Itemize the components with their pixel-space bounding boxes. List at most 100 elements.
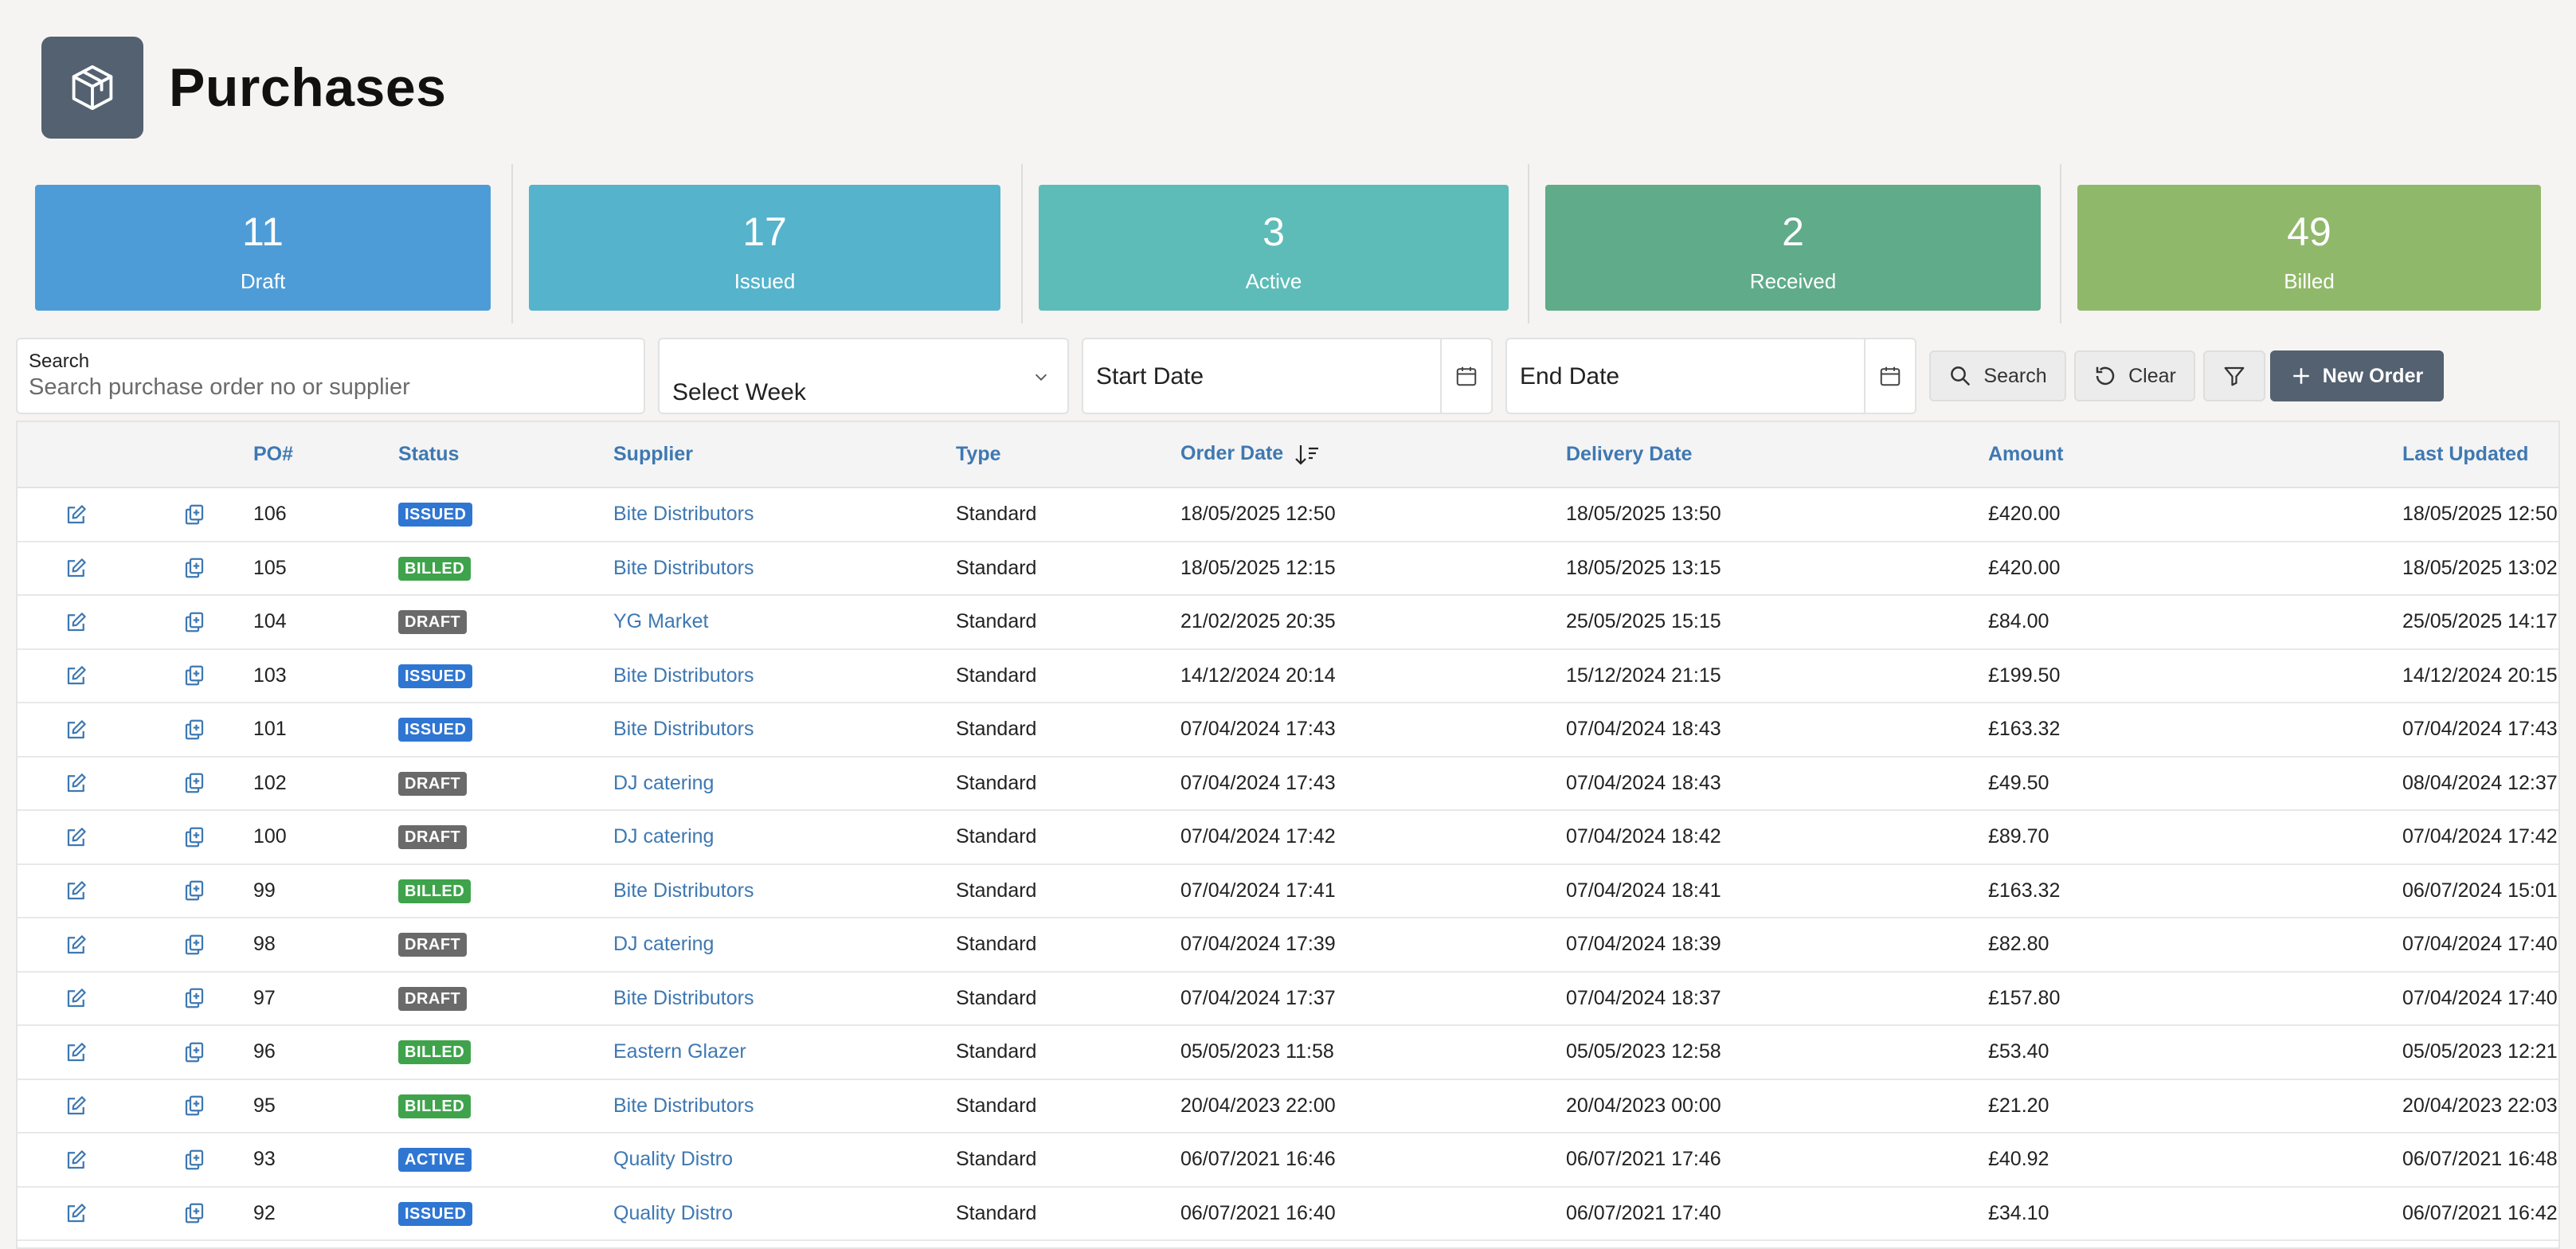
- duplicate-icon[interactable]: [182, 718, 206, 742]
- table-row[interactable]: 103 ISSUED Bite Distributors Standard 14/12/…: [18, 648, 2558, 703]
- duplicate-icon[interactable]: [182, 879, 206, 902]
- stat-card-billed[interactable]: 49 Billed: [2077, 185, 2541, 311]
- edit-icon[interactable]: [65, 825, 88, 849]
- calendar-icon[interactable]: [1440, 339, 1491, 413]
- start-date-field[interactable]: Start Date: [1082, 338, 1493, 414]
- calendar-icon[interactable]: [1864, 339, 1915, 413]
- column-status[interactable]: Status: [398, 422, 613, 488]
- supplier-link[interactable]: Bite Distributors: [613, 556, 754, 579]
- table-row[interactable]: 102 DRAFT DJ catering Standard 07/04/2024 17…: [18, 756, 2558, 811]
- edit-icon[interactable]: [65, 556, 88, 580]
- supplier-cell: Quality Distro: [613, 1186, 956, 1241]
- supplier-link[interactable]: DJ catering: [613, 933, 714, 956]
- duplicate-icon[interactable]: [182, 1040, 206, 1064]
- search-button[interactable]: Search: [1929, 350, 2066, 401]
- table-row[interactable]: 96 BILLED Eastern Glazer Standard 05/05/2023…: [18, 1025, 2558, 1080]
- column-type[interactable]: Type: [956, 422, 1180, 488]
- table-row[interactable]: 97 DRAFT Bite Distributors Standard 07/04/20…: [18, 971, 2558, 1026]
- supplier-link[interactable]: DJ catering: [613, 825, 714, 848]
- stat-card-issued[interactable]: 17 Issued: [529, 185, 1000, 311]
- duplicate-icon[interactable]: [182, 771, 206, 795]
- supplier-link[interactable]: DJ catering: [613, 771, 714, 794]
- order-date-cell: 07/04/2024 17:43: [1180, 756, 1566, 811]
- table-row[interactable]: 104 DRAFT YG Market Standard 21/02/2025 20:3…: [18, 595, 2558, 650]
- supplier-link[interactable]: Bite Distributors: [613, 503, 754, 526]
- duplicate-icon[interactable]: [182, 825, 206, 849]
- copy-cell: [135, 810, 253, 865]
- duplicate-icon[interactable]: [182, 556, 206, 580]
- edit-icon[interactable]: [65, 771, 88, 795]
- stat-card-active[interactable]: 3 Active: [1039, 185, 1509, 311]
- supplier-link[interactable]: Bite Distributors: [613, 1094, 754, 1117]
- duplicate-icon[interactable]: [182, 1201, 206, 1225]
- edit-icon[interactable]: [65, 503, 88, 527]
- edit-icon[interactable]: [65, 879, 88, 902]
- edit-icon[interactable]: [65, 664, 88, 687]
- clear-button[interactable]: Clear: [2074, 350, 2195, 401]
- last-updated-cell: 25/05/2025 14:17: [2402, 595, 2558, 650]
- table-row[interactable]: 101 ISSUED Bite Distributors Standard 07/04/…: [18, 703, 2558, 758]
- stat-card-draft[interactable]: 11 Draft: [35, 185, 491, 311]
- table-row[interactable]: 105 BILLED Bite Distributors Standard 18/05/…: [18, 541, 2558, 596]
- column-delivery-date[interactable]: Delivery Date: [1566, 422, 1988, 488]
- type-cell: Standard: [956, 1186, 1180, 1241]
- new-order-button[interactable]: New Order: [2270, 350, 2444, 401]
- supplier-cell: Bite Distributors: [613, 971, 956, 1026]
- last-updated-cell: 08/04/2024 12:37: [2402, 756, 2558, 811]
- supplier-link[interactable]: Quality Distro: [613, 1148, 734, 1171]
- edit-icon[interactable]: [65, 1094, 88, 1118]
- duplicate-icon[interactable]: [182, 986, 206, 1010]
- column-amount[interactable]: Amount: [1988, 422, 2063, 488]
- spacer-cell: [2026, 487, 2402, 542]
- edit-icon[interactable]: [65, 1040, 88, 1064]
- supplier-link[interactable]: Bite Distributors: [613, 986, 754, 1009]
- spacer-cell: [2026, 648, 2402, 703]
- column-copy: [135, 422, 253, 488]
- duplicate-icon[interactable]: [182, 610, 206, 634]
- table-row[interactable]: 100 DRAFT DJ catering Standard 07/04/2024 17…: [18, 810, 2558, 865]
- supplier-link[interactable]: Bite Distributors: [613, 718, 754, 741]
- supplier-link[interactable]: Eastern Glazer: [613, 1040, 746, 1063]
- table-row[interactable]: 92 ISSUED Quality Distro Standard 06/07/2021…: [18, 1186, 2558, 1241]
- spacer-cell: [2026, 595, 2402, 650]
- supplier-link[interactable]: YG Market: [613, 610, 709, 633]
- column-last-updated[interactable]: Last Updated: [2402, 422, 2558, 488]
- edit-icon[interactable]: [65, 933, 88, 957]
- end-date-field[interactable]: End Date: [1505, 338, 1916, 414]
- edit-icon[interactable]: [65, 1201, 88, 1225]
- table-row[interactable]: 99 BILLED Bite Distributors Standard 07/04/2…: [18, 863, 2558, 918]
- edit-icon[interactable]: [65, 718, 88, 742]
- box-icon: [41, 37, 143, 139]
- copy-cell: [135, 1025, 253, 1080]
- status-cell: ISSUED: [398, 648, 613, 703]
- duplicate-icon[interactable]: [182, 1148, 206, 1172]
- supplier-link[interactable]: Bite Distributors: [613, 664, 754, 687]
- search-input[interactable]: [29, 374, 618, 401]
- week-select[interactable]: Select Week: [658, 338, 1069, 414]
- edit-icon[interactable]: [65, 1148, 88, 1172]
- supplier-link[interactable]: Quality Distro: [613, 1201, 734, 1224]
- duplicate-icon[interactable]: [182, 933, 206, 957]
- supplier-link[interactable]: Bite Distributors: [613, 879, 754, 902]
- column-supplier[interactable]: Supplier: [613, 422, 956, 488]
- column-order-date[interactable]: Order Date: [1180, 422, 1566, 488]
- edit-icon[interactable]: [65, 986, 88, 1010]
- delivery-date-cell: 05/05/2023 12:58: [1566, 1025, 1988, 1080]
- filter-button[interactable]: [2203, 350, 2265, 401]
- table-row[interactable]: 98 DRAFT DJ catering Standard 07/04/2024 17:…: [18, 918, 2558, 973]
- stat-card-received[interactable]: 2 Received: [1545, 185, 2041, 311]
- start-date-placeholder: Start Date: [1096, 363, 1204, 390]
- duplicate-icon[interactable]: [182, 503, 206, 527]
- copy-cell: [135, 1133, 253, 1188]
- table-row[interactable]: 106 ISSUED Bite Distributors Standard 18/05/…: [18, 487, 2558, 542]
- edit-icon[interactable]: [65, 610, 88, 634]
- duplicate-icon[interactable]: [182, 664, 206, 687]
- duplicate-icon[interactable]: [182, 1094, 206, 1118]
- column-edit: [18, 422, 135, 488]
- edit-cell: [18, 541, 135, 596]
- edit-cell: [18, 1133, 135, 1188]
- table-row[interactable]: 95 BILLED Bite Distributors Standard 20/04/2…: [18, 1079, 2558, 1133]
- column-po-number[interactable]: PO#: [253, 422, 398, 488]
- table-row[interactable]: 93 ACTIVE Quality Distro Standard 06/07/2021…: [18, 1133, 2558, 1188]
- status-badge: BILLED: [398, 556, 472, 581]
